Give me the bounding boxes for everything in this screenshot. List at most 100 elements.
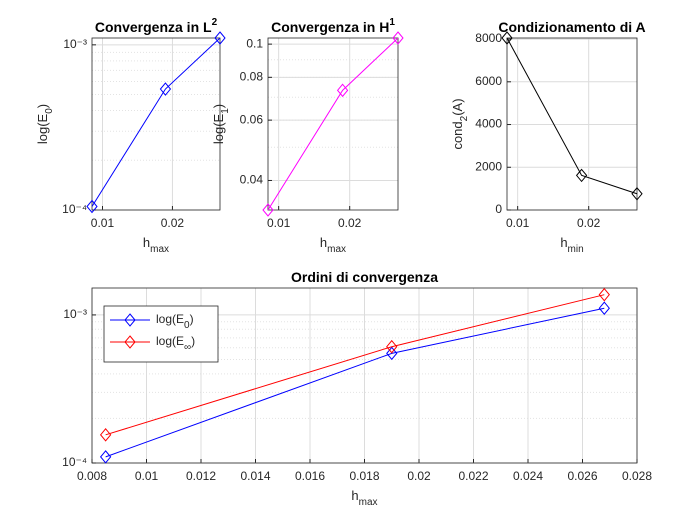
axes-box xyxy=(506,37,638,211)
text-part: 0 xyxy=(44,108,55,114)
x-tick-label: 0.012 xyxy=(186,469,216,483)
x-tick-label: 0.016 xyxy=(295,469,325,483)
axes-box xyxy=(91,37,221,211)
text-part: 0 xyxy=(184,320,190,331)
x-tick-label: 0.024 xyxy=(513,469,543,483)
marker xyxy=(159,82,172,96)
text-part: 1 xyxy=(220,108,231,114)
legend-label: log(E∞) xyxy=(156,334,195,353)
text-part: log(E xyxy=(35,113,50,144)
text-part: Convergenza in L xyxy=(95,19,212,35)
text-part: ) xyxy=(190,312,194,326)
text-part: cond xyxy=(450,121,465,149)
y-axis-label: log(E1) xyxy=(211,104,231,144)
text-part: (A) xyxy=(450,98,465,115)
x-tick-label: 0.026 xyxy=(567,469,597,483)
legend-marker xyxy=(124,313,136,327)
marker xyxy=(86,199,98,214)
y-tick-label: 0.06 xyxy=(240,112,264,126)
x-axis-label: hmax xyxy=(320,235,346,255)
text-part: ) xyxy=(191,334,195,348)
y-axis-label: log(E0) xyxy=(35,104,55,144)
marker xyxy=(575,168,588,183)
y-tick-label: 8000 xyxy=(475,31,502,45)
marker xyxy=(501,31,513,45)
chart-title: Ordini di convergenza xyxy=(291,269,438,285)
legend-box xyxy=(103,305,219,363)
x-tick-label: 0.018 xyxy=(349,469,379,483)
y-tick-label: 10⁻⁴ xyxy=(62,202,87,216)
marker xyxy=(99,450,112,464)
x-tick-label: 0.01 xyxy=(135,469,159,483)
marker xyxy=(386,346,398,361)
text-part: Convergenza in H xyxy=(271,19,389,35)
text-part: max xyxy=(150,244,169,255)
series-line xyxy=(91,37,221,207)
text-part: log(E xyxy=(156,312,184,326)
y-tick-label: 6000 xyxy=(475,74,502,88)
y-tick-label: 10⁻³ xyxy=(63,307,87,321)
y-tick-label: 4000 xyxy=(475,117,502,131)
marker xyxy=(262,203,274,217)
y-tick-label: 0 xyxy=(495,202,502,216)
x-tick-label: 0.008 xyxy=(77,469,107,483)
y-tick-label: 10⁻⁴ xyxy=(62,455,87,469)
x-tick-label: 0.02 xyxy=(338,216,362,230)
text-part: 2 xyxy=(459,115,470,121)
text-part: Condizionamento di A xyxy=(498,19,645,35)
text-part: h xyxy=(143,235,150,250)
axes-background xyxy=(268,38,398,210)
text-part: h xyxy=(351,488,358,503)
text-part: log(E xyxy=(156,334,184,348)
axes-box xyxy=(91,287,638,464)
y-tick-label: 0.1 xyxy=(246,36,263,50)
series-line xyxy=(506,37,638,195)
y-tick-label: 0.04 xyxy=(240,173,264,187)
legend-marker xyxy=(124,335,136,349)
series-line xyxy=(105,294,605,436)
text-part: Ordini di convergenza xyxy=(291,269,438,285)
legend-label: log(E0) xyxy=(156,312,194,331)
marker xyxy=(392,31,404,45)
x-axis-label: hmax xyxy=(351,488,377,508)
text-part: ) xyxy=(211,104,226,108)
marker xyxy=(99,428,112,442)
marker xyxy=(598,287,610,302)
y-tick-label: 10⁻³ xyxy=(63,37,87,51)
text-part: 2 xyxy=(212,17,218,28)
x-axis-label: hmax xyxy=(143,235,169,255)
chart-title: Convergenza in H1 xyxy=(271,17,395,35)
text-part: h xyxy=(560,235,567,250)
y-tick-label: 2000 xyxy=(475,159,502,173)
marker xyxy=(336,83,349,98)
chart-title: Condizionamento di A xyxy=(498,19,645,35)
x-tick-label: 0.01 xyxy=(267,216,291,230)
series-line xyxy=(267,37,399,211)
marker xyxy=(214,31,226,45)
x-tick-label: 0.028 xyxy=(622,469,652,483)
marker xyxy=(598,301,610,315)
text-part: 1 xyxy=(389,17,395,28)
y-tick-label: 0.08 xyxy=(240,69,264,83)
x-tick-label: 0.01 xyxy=(91,216,115,230)
text-part: ) xyxy=(35,104,50,108)
y-axis-label: cond2(A) xyxy=(450,98,470,149)
text-part: max xyxy=(359,497,378,508)
x-tick-label: 0.022 xyxy=(458,469,488,483)
x-tick-label: 0.02 xyxy=(577,216,601,230)
x-tick-label: 0.02 xyxy=(407,469,431,483)
axes-background xyxy=(92,38,220,210)
chart-title: Convergenza in L2 xyxy=(95,17,218,35)
text-part: ∞ xyxy=(184,342,191,353)
x-tick-label: 0.01 xyxy=(506,216,530,230)
x-axis-label: hmin xyxy=(560,235,583,255)
marker xyxy=(386,339,398,354)
x-tick-label: 0.02 xyxy=(161,216,185,230)
text-part: h xyxy=(320,235,327,250)
text-part: min xyxy=(568,244,584,255)
text-part: log(E xyxy=(211,113,226,144)
x-tick-label: 0.014 xyxy=(240,469,270,483)
axes-box xyxy=(267,37,399,211)
axes-background xyxy=(507,38,637,210)
